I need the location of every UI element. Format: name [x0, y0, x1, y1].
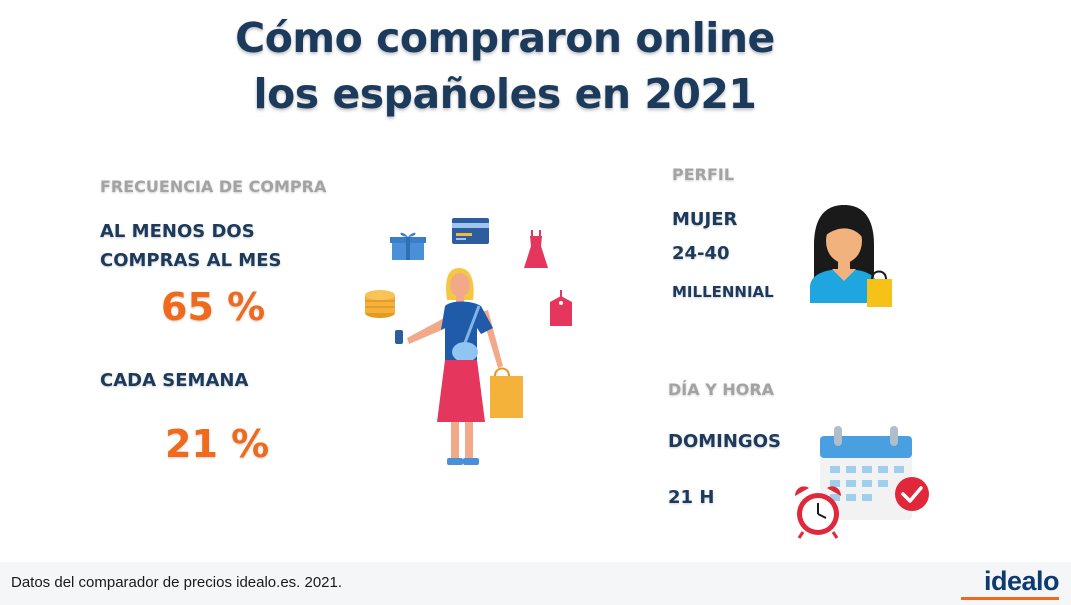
- alarm-clock-icon: [795, 486, 841, 539]
- frequency-item1-label: AL MENOS DOS COMPRAS AL MES: [100, 217, 281, 275]
- title-line-2: los españoles en 2021: [253, 70, 757, 118]
- woman-avatar-icon: [810, 205, 892, 307]
- dress-icon: [524, 230, 548, 268]
- page-title: Cómo compraron online los españoles en 2…: [0, 10, 1010, 122]
- daytime-day: DOMINGOS: [668, 431, 781, 452]
- coins-icon: [365, 290, 395, 318]
- credit-card-icon: [452, 218, 489, 244]
- frequency-item1-line1: AL MENOS DOS: [100, 221, 255, 242]
- gift-icon: [390, 232, 426, 260]
- idealo-logo: idealo: [983, 566, 1060, 596]
- frequency-item1-value: 65 %: [161, 285, 266, 329]
- frequency-item2-label: CADA SEMANA: [100, 370, 249, 391]
- check-icon: [895, 477, 929, 511]
- profile-age: 24-40: [672, 243, 730, 264]
- logo-underline: [961, 597, 1059, 600]
- profile-gender: MUJER: [672, 209, 738, 230]
- footer-source: Datos del comparador de precios idealo.e…: [11, 574, 343, 591]
- frequency-heading: FRECUENCIA DE COMPRA: [100, 177, 327, 196]
- shopper-woman-illustration: [395, 268, 523, 465]
- frequency-item2-value: 21 %: [165, 422, 270, 466]
- price-tag-icon: [550, 290, 572, 326]
- calendar-icon: [820, 426, 912, 520]
- profile-generation: MILLENNIAL: [672, 283, 774, 301]
- title-line-1: Cómo compraron online: [235, 14, 775, 62]
- daytime-heading: DÍA Y HORA: [668, 380, 775, 399]
- frequency-item1-line2: COMPRAS AL MES: [100, 250, 282, 271]
- footer: Datos del comparador de precios idealo.e…: [0, 562, 1071, 605]
- profile-heading: PERFIL: [672, 165, 735, 184]
- daytime-hour: 21 H: [668, 487, 715, 508]
